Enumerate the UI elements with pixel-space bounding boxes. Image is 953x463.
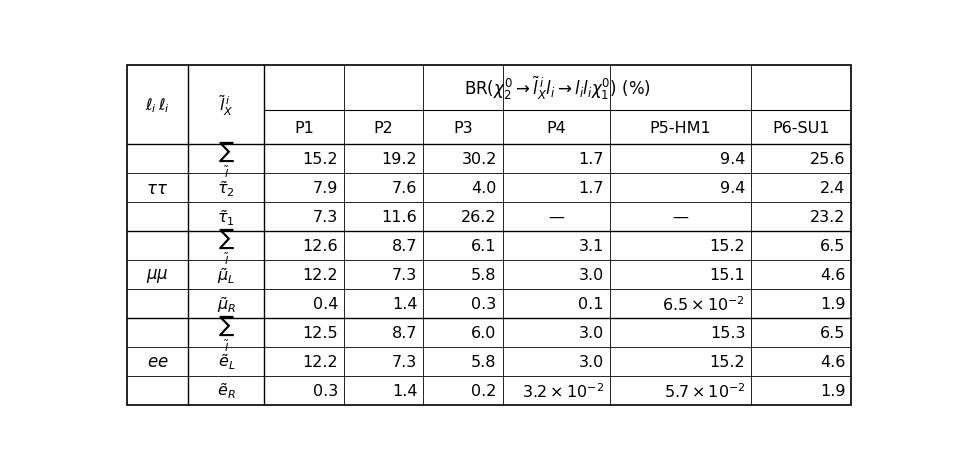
Text: —: — (547, 210, 563, 225)
Text: 6.0: 6.0 (471, 325, 497, 340)
Text: 5.8: 5.8 (471, 268, 497, 282)
Text: P3: P3 (453, 120, 472, 135)
Text: 1.9: 1.9 (819, 383, 844, 398)
Text: 12.2: 12.2 (302, 268, 337, 282)
Text: P2: P2 (374, 120, 393, 135)
Text: P5-HM1: P5-HM1 (649, 120, 710, 135)
Text: 4.6: 4.6 (820, 354, 844, 369)
Text: $\tilde{\tau}_1$: $\tilde{\tau}_1$ (217, 207, 234, 227)
Text: 23.2: 23.2 (809, 210, 844, 225)
Text: 1.7: 1.7 (578, 181, 603, 196)
Text: 30.2: 30.2 (461, 152, 497, 167)
Text: $\tilde{e}_L$: $\tilde{e}_L$ (217, 352, 234, 371)
Text: 2.4: 2.4 (820, 181, 844, 196)
Text: $\sum_{\tilde{l}}$: $\sum_{\tilde{l}}$ (217, 313, 234, 353)
Text: 7.3: 7.3 (392, 354, 416, 369)
Text: 26.2: 26.2 (460, 210, 497, 225)
Text: 19.2: 19.2 (381, 152, 416, 167)
Text: $3.2 \times 10^{-2}$: $3.2 \times 10^{-2}$ (521, 381, 603, 400)
Text: 6.5: 6.5 (820, 325, 844, 340)
Text: 0.3: 0.3 (471, 296, 497, 311)
Text: P6-SU1: P6-SU1 (772, 120, 829, 135)
Text: 12.2: 12.2 (302, 354, 337, 369)
Text: $5.7 \times 10^{-2}$: $5.7 \times 10^{-2}$ (663, 381, 744, 400)
Text: 9.4: 9.4 (720, 181, 744, 196)
Text: 8.7: 8.7 (392, 238, 416, 254)
Text: $\tilde{e}_R$: $\tilde{e}_R$ (216, 381, 235, 400)
Text: 0.3: 0.3 (313, 383, 337, 398)
Text: 1.7: 1.7 (578, 152, 603, 167)
Text: 1.4: 1.4 (392, 383, 416, 398)
Text: $\tilde{\tau}_2$: $\tilde{\tau}_2$ (217, 179, 234, 198)
Text: 4.0: 4.0 (471, 181, 497, 196)
Text: $\tau\tau$: $\tau\tau$ (146, 179, 169, 197)
Text: 15.2: 15.2 (709, 238, 744, 254)
Text: 25.6: 25.6 (809, 152, 844, 167)
Text: 3.1: 3.1 (578, 238, 603, 254)
Text: $ee$: $ee$ (147, 353, 168, 370)
Text: 15.1: 15.1 (709, 268, 744, 282)
Text: 15.2: 15.2 (709, 354, 744, 369)
Text: 5.8: 5.8 (471, 354, 497, 369)
Text: 6.1: 6.1 (471, 238, 497, 254)
Text: 6.5: 6.5 (820, 238, 844, 254)
Text: 1.4: 1.4 (392, 296, 416, 311)
Text: 7.3: 7.3 (313, 210, 337, 225)
Text: $\tilde{\mu}_R$: $\tilde{\mu}_R$ (216, 294, 235, 314)
Text: P1: P1 (294, 120, 314, 135)
Text: 15.2: 15.2 (302, 152, 337, 167)
Text: $\tilde{l}^{\,i}_{X}$: $\tilde{l}^{\,i}_{X}$ (219, 94, 233, 118)
Text: 12.5: 12.5 (302, 325, 337, 340)
Text: $6.5 \times 10^{-2}$: $6.5 \times 10^{-2}$ (661, 294, 744, 313)
Text: 12.6: 12.6 (302, 238, 337, 254)
Text: 0.2: 0.2 (471, 383, 497, 398)
Text: 8.7: 8.7 (392, 325, 416, 340)
Text: 4.6: 4.6 (820, 268, 844, 282)
Text: 9.4: 9.4 (720, 152, 744, 167)
Text: 7.3: 7.3 (392, 268, 416, 282)
Text: $\sum_{\tilde{l}}$: $\sum_{\tilde{l}}$ (217, 226, 234, 266)
Text: 11.6: 11.6 (381, 210, 416, 225)
Text: 3.0: 3.0 (578, 268, 603, 282)
Text: 0.4: 0.4 (313, 296, 337, 311)
Text: 1.9: 1.9 (819, 296, 844, 311)
Text: $\ell_i\,\ell_i$: $\ell_i\,\ell_i$ (145, 96, 170, 115)
Text: $\mathrm{BR}(\chi^0_2 \to \tilde{l}^{\,i}_X l_i \to l_i l_i \chi^0_1)\ (\%)$: $\mathrm{BR}(\chi^0_2 \to \tilde{l}^{\,i… (464, 75, 651, 102)
Text: $\mu\mu$: $\mu\mu$ (146, 266, 169, 284)
Text: —: — (672, 210, 688, 225)
Text: $\sum_{\tilde{l}}$: $\sum_{\tilde{l}}$ (217, 139, 234, 180)
Text: 3.0: 3.0 (578, 325, 603, 340)
Text: 3.0: 3.0 (578, 354, 603, 369)
Text: 15.3: 15.3 (709, 325, 744, 340)
Text: 0.1: 0.1 (578, 296, 603, 311)
Text: 7.9: 7.9 (313, 181, 337, 196)
Text: P4: P4 (545, 120, 565, 135)
Text: $\tilde{\mu}_L$: $\tilde{\mu}_L$ (217, 265, 235, 285)
Text: 7.6: 7.6 (392, 181, 416, 196)
